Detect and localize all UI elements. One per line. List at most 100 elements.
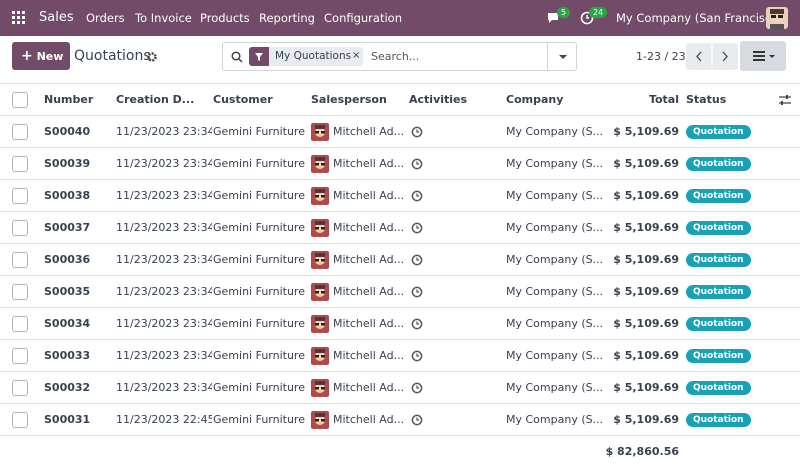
menu-item[interactable]: Reporting — [259, 11, 315, 25]
pager-buttons[interactable] — [686, 43, 738, 70]
creation-date: 11/23/2023 22:45:4 — [116, 413, 212, 426]
table-footer: $ 82,860.56 — [0, 436, 800, 468]
order-number: S00036 — [44, 253, 91, 266]
table-row[interactable]: S00037 11/23/2023 23:34:0Gemini Furniture… — [0, 212, 800, 244]
activity-clock[interactable] — [411, 190, 423, 202]
new-button-label: New — [36, 50, 64, 63]
select-all-checkbox[interactable] — [12, 92, 28, 108]
table-row[interactable]: S00038 11/23/2023 23:34:1Gemini Furniture… — [0, 180, 800, 212]
column-header[interactable]: Creation D... — [116, 93, 195, 106]
column-header[interactable]: Salesperson — [311, 93, 387, 106]
column-header[interactable]: Total — [648, 93, 679, 106]
salesperson: Mitchell Ad... — [333, 317, 405, 330]
menu-item[interactable]: Products — [200, 11, 250, 25]
activity-clock[interactable] — [411, 158, 423, 170]
menu-item[interactable]: To Invoice — [135, 11, 192, 25]
company: My Company (S... — [506, 317, 604, 330]
search-icon — [231, 51, 243, 63]
view-switcher[interactable] — [740, 41, 786, 71]
column-header[interactable]: Activities — [409, 93, 468, 106]
menu-item[interactable]: Configuration — [324, 11, 402, 25]
table-row[interactable]: S00039 11/23/2023 23:34:1Gemini Furniture… — [0, 148, 800, 180]
column-header[interactable]: Status — [686, 93, 727, 106]
search-box[interactable]: My Quotations × Search... — [222, 42, 577, 71]
salesperson-avatar — [311, 283, 329, 301]
apps-icon[interactable] — [12, 11, 25, 24]
control-panel: + New Quotations My Quotations × Search.… — [0, 36, 800, 84]
customer: Gemini Furniture — [213, 285, 305, 298]
order-number: S00040 — [44, 125, 91, 138]
table-row[interactable]: S00040 11/23/2023 23:34:1Gemini Furniture… — [0, 116, 800, 148]
salesperson: Mitchell Ad... — [333, 285, 405, 298]
table-row[interactable]: S00034 11/23/2023 23:34:0Gemini Furniture… — [0, 308, 800, 340]
customer: Gemini Furniture — [213, 381, 305, 394]
row-checkbox[interactable] — [12, 284, 28, 300]
total: $ 5,109.69 — [613, 253, 679, 266]
footer-total: $ 82,860.56 — [605, 445, 679, 458]
company-switcher[interactable]: My Company (San Francisco) — [616, 11, 783, 25]
row-checkbox[interactable] — [12, 220, 28, 236]
activity-clock[interactable] — [411, 126, 423, 138]
activity-clock[interactable] — [411, 254, 423, 266]
salesperson-avatar — [311, 347, 329, 365]
status-badge: Quotation — [686, 349, 751, 363]
table-row[interactable]: S00035 11/23/2023 23:34:0Gemini Furniture… — [0, 276, 800, 308]
creation-date: 11/23/2023 23:34:1 — [116, 157, 212, 170]
salesperson: Mitchell Ad... — [333, 157, 405, 170]
row-checkbox[interactable] — [12, 412, 28, 428]
menu-item[interactable]: Orders — [86, 11, 125, 25]
row-checkbox[interactable] — [12, 124, 28, 140]
facet-label: My Quotations — [275, 50, 352, 62]
company: My Company (S... — [506, 125, 604, 138]
company: My Company (S... — [506, 189, 604, 202]
salesperson-avatar — [311, 315, 329, 333]
status-badge: Quotation — [686, 381, 751, 395]
salesperson-avatar — [311, 123, 329, 141]
table-row[interactable]: S00036 11/23/2023 23:34:0Gemini Furniture… — [0, 244, 800, 276]
activity-clock[interactable] — [411, 318, 423, 330]
filter-facet[interactable]: My Quotations × — [249, 47, 363, 66]
messages-icon[interactable] — [546, 11, 562, 25]
column-header[interactable]: Number — [44, 93, 94, 106]
activity-clock[interactable] — [411, 286, 423, 298]
company: My Company (S... — [506, 349, 604, 362]
column-header[interactable]: Company — [506, 93, 564, 106]
activity-clock[interactable] — [411, 414, 423, 426]
row-checkbox[interactable] — [12, 348, 28, 364]
activity-clock[interactable] — [411, 222, 423, 234]
user-avatar[interactable] — [766, 7, 788, 29]
table-header: Number Creation D... Customer Salesperson Ac… — [0, 84, 800, 116]
activities-badge: 24 — [589, 7, 608, 18]
app-name[interactable]: Sales — [39, 10, 74, 25]
order-number: S00038 — [44, 189, 91, 202]
table-row[interactable]: S00032 11/23/2023 23:34:0Gemini Furniture… — [0, 372, 800, 404]
total: $ 5,109.69 — [613, 157, 679, 170]
column-header[interactable]: Customer — [213, 93, 273, 106]
search-dropdown[interactable] — [547, 43, 577, 70]
status-badge: Quotation — [686, 157, 751, 171]
row-checkbox[interactable] — [12, 188, 28, 204]
creation-date: 11/23/2023 23:34:0 — [116, 285, 212, 298]
row-checkbox[interactable] — [12, 316, 28, 332]
creation-date: 11/23/2023 23:34:0 — [116, 317, 212, 330]
order-number: S00033 — [44, 349, 91, 362]
row-checkbox[interactable] — [12, 380, 28, 396]
table-row[interactable]: S00033 11/23/2023 23:34:0Gemini Furniture… — [0, 340, 800, 372]
status-badge: Quotation — [686, 221, 751, 235]
status-badge: Quotation — [686, 317, 751, 331]
settings-gear[interactable] — [147, 52, 157, 62]
navbar: Sales Orders To Invoice Products Reporti… — [0, 0, 800, 36]
salesperson: Mitchell Ad... — [333, 381, 405, 394]
activity-clock[interactable] — [411, 382, 423, 394]
activities-icon[interactable] — [580, 11, 594, 25]
row-checkbox[interactable] — [12, 156, 28, 172]
optional-columns-toggle[interactable] — [778, 94, 792, 109]
facet-remove[interactable]: × — [352, 50, 361, 61]
row-checkbox[interactable] — [12, 252, 28, 268]
new-button[interactable]: + New — [12, 42, 70, 70]
activity-clock[interactable] — [411, 350, 423, 362]
order-number: S00034 — [44, 317, 91, 330]
customer: Gemini Furniture — [213, 125, 305, 138]
